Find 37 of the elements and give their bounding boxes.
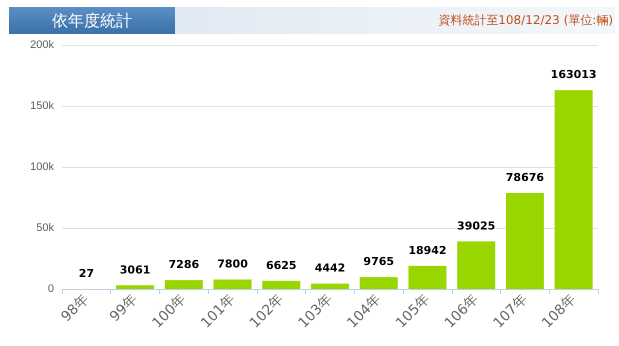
data-label: 7286 <box>168 258 200 272</box>
chart-title: 依年度統計 <box>9 7 175 34</box>
chart-subtitle: 資料統計至108/12/23 (單位:輛) <box>438 12 613 29</box>
bar <box>214 279 252 289</box>
x-tick-label: 98年 <box>58 291 92 326</box>
x-tick-label: 102年 <box>246 291 287 332</box>
bar <box>262 280 300 289</box>
x-tick-label: 104年 <box>344 291 384 332</box>
data-label: 3061 <box>120 263 150 276</box>
y-tick-label: 0 <box>48 283 54 295</box>
bar <box>457 241 496 289</box>
data-label: 7800 <box>217 257 248 270</box>
bar <box>164 280 203 289</box>
x-tick-label: 103年 <box>296 291 336 332</box>
y-tick-label: 50k <box>36 222 54 234</box>
bar <box>554 90 593 289</box>
data-label: 39025 <box>457 219 496 232</box>
data-label: 9765 <box>363 255 394 268</box>
bar <box>506 193 544 289</box>
y-tick-label: 200k <box>30 39 54 51</box>
data-label: 4442 <box>314 262 346 275</box>
bar <box>116 285 154 289</box>
data-label: 6625 <box>266 258 297 272</box>
x-tick-label: 108年 <box>539 291 580 332</box>
y-tick-label: 150k <box>30 100 54 112</box>
x-tick-label: 100年 <box>149 291 190 332</box>
bar <box>310 284 350 289</box>
bar <box>408 266 446 289</box>
x-tick-label: 101年 <box>198 291 238 332</box>
x-tick-label: 99年 <box>106 291 141 326</box>
data-label: 78676 <box>506 171 544 184</box>
data-label: 27 <box>78 266 94 280</box>
y-tick-label: 100k <box>30 161 54 173</box>
data-label: 18942 <box>408 244 447 257</box>
bar <box>360 277 398 289</box>
data-label: 163013 <box>550 68 597 82</box>
x-tick-label: 105年 <box>393 291 434 332</box>
